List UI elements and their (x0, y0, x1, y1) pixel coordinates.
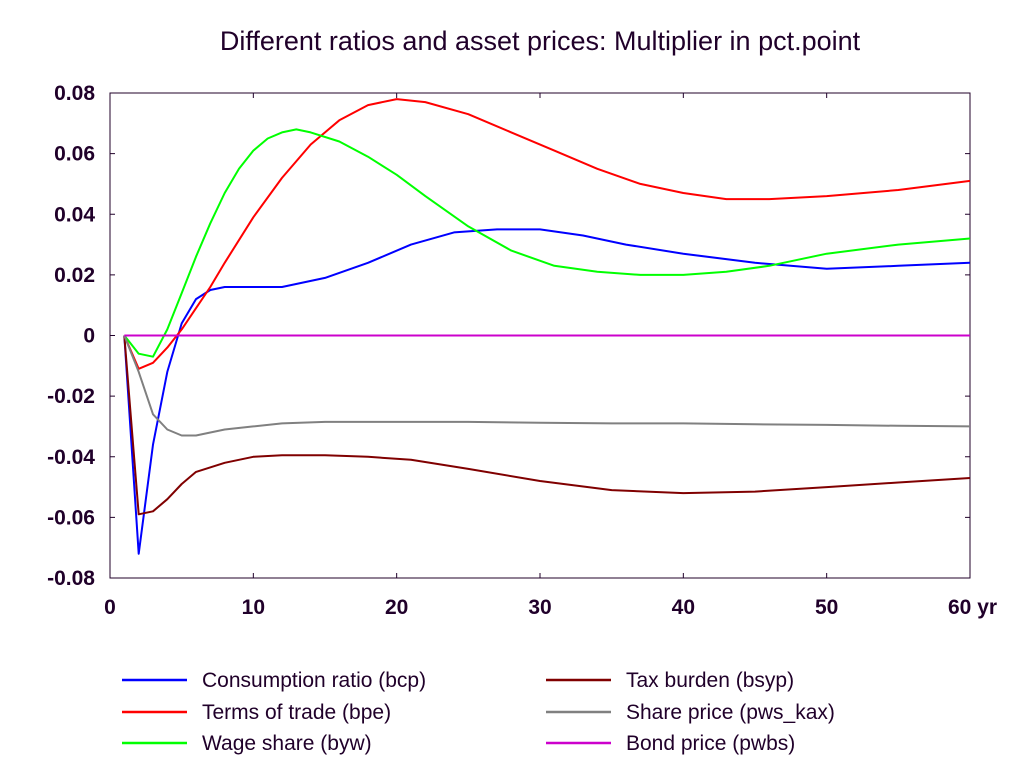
y-axis-ticks: 0.08 0.06 0.04 0.02 0 -0.02 -0.04 -0.06 -0.08 (47, 82, 970, 590)
legend-item-4: Share price (pws_kax) (546, 701, 835, 724)
y-tick-label: -0.08 (47, 567, 95, 590)
y-tick-label: 0.02 (54, 264, 95, 287)
x-tick-label: 0 (104, 596, 116, 619)
legend: Consumption ratio (bcp) Terms of trade (b… (122, 669, 835, 755)
y-tick-label: 0 (83, 325, 95, 348)
legend-label: Bond price (pwbs) (626, 732, 795, 755)
legend-label: Share price (pws_kax) (626, 701, 835, 724)
legend-label: Terms of trade (bpe) (202, 701, 391, 724)
legend-item-5: Bond price (pwbs) (546, 732, 795, 755)
legend-item-1: Terms of trade (bpe) (122, 701, 391, 724)
x-axis-ticks: 0 10 20 30 40 50 60 yr (104, 93, 997, 619)
series-line-3 (123, 335, 971, 516)
legend-item-3: Tax burden (bsyp) (546, 669, 794, 692)
legend-item-0: Consumption ratio (bcp) (122, 669, 426, 692)
y-tick-label: 0.08 (54, 82, 95, 105)
series-lines (123, 98, 971, 555)
chart-title: Different ratios and asset prices: Multi… (220, 26, 861, 56)
y-tick-label: 0.06 (54, 143, 95, 166)
x-tick-label: 60 yr (948, 596, 997, 619)
series-line-2 (123, 128, 971, 358)
legend-label: Wage share (byw) (202, 732, 372, 755)
y-tick-label: -0.04 (47, 446, 95, 469)
x-tick-label: 50 (815, 596, 838, 619)
x-tick-label: 30 (528, 596, 551, 619)
series-line-1 (123, 98, 971, 370)
legend-item-2: Wage share (byw) (122, 732, 372, 755)
y-tick-label: -0.02 (47, 385, 95, 408)
legend-label: Tax burden (bsyp) (626, 669, 794, 692)
x-tick-label: 40 (672, 596, 695, 619)
legend-label: Consumption ratio (bcp) (202, 669, 426, 692)
x-tick-label: 20 (385, 596, 408, 619)
x-tick-label: 10 (242, 596, 265, 619)
series-line-4 (123, 335, 971, 437)
y-tick-label: -0.06 (47, 506, 95, 529)
series-line-0 (123, 228, 971, 555)
y-tick-label: 0.04 (54, 203, 95, 226)
